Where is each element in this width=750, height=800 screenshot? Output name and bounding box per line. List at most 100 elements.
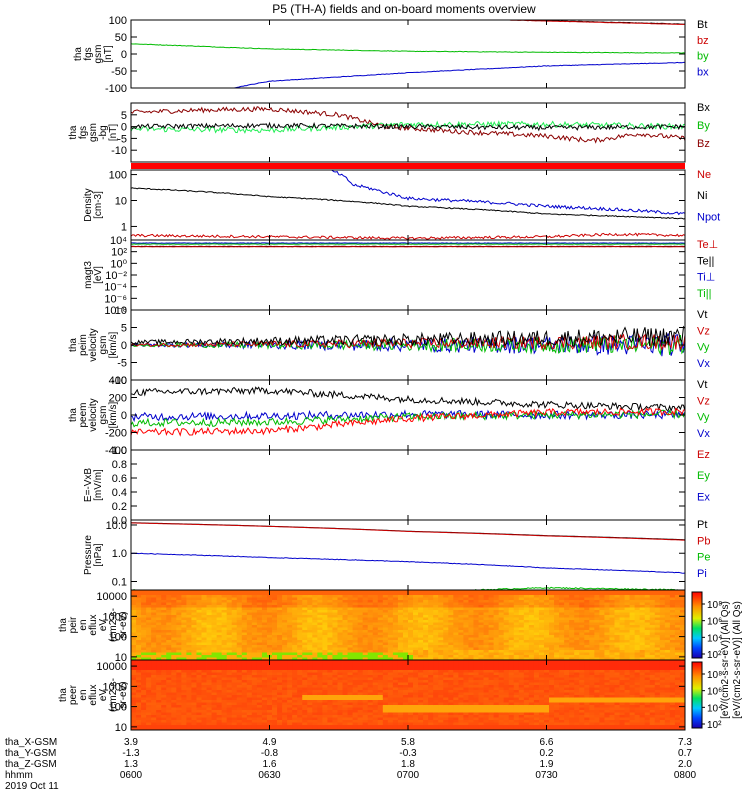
date-label: 2019 Oct 11	[5, 781, 59, 792]
legend-entry: Ex	[697, 491, 710, 503]
x-row-value: 0.7	[678, 748, 692, 759]
y-tick-label: 10⁰	[110, 258, 127, 270]
y-axis-label: [mV/m]	[93, 469, 104, 501]
x-row-label: hhmm	[5, 770, 33, 781]
y-tick-label: 100	[109, 632, 127, 644]
y-axis-label: peer	[68, 684, 79, 705]
colorbar: 10⁸10⁶10⁴10²10⁸10⁶10⁴10²[eV/(cm2-s-sr-eV…	[691, 591, 743, 731]
y-tick-label: 200	[109, 393, 127, 405]
panel-mode_bar	[131, 163, 685, 169]
y-tick-label: 0.6	[112, 473, 127, 485]
colorbar-strip	[691, 591, 703, 659]
legend-entry: Vx	[697, 428, 710, 440]
colorbar-tick: 10⁴	[707, 633, 722, 644]
legend-entry: bz	[697, 35, 709, 47]
y-tick-label: 1.0	[112, 548, 127, 560]
mode-bar	[131, 163, 685, 169]
y-axis-label: Density	[83, 188, 94, 221]
y-tick-label: 10⁻⁴	[104, 282, 127, 294]
y-tick-label: 10000	[96, 661, 127, 673]
y-tick-label: 100	[109, 170, 127, 182]
x-row-value: 1.3	[124, 759, 138, 770]
series-peem_velocity-1	[131, 409, 685, 423]
y-tick-label: -10	[111, 145, 127, 157]
colorbar-tick: 10⁶	[707, 687, 722, 698]
y-axis-label: tha	[68, 408, 79, 422]
y-axis-label: -bg	[98, 125, 109, 139]
legend-entry: Npot	[697, 211, 720, 223]
y-tick-label: -100	[105, 83, 127, 95]
x-row-value: 3.9	[124, 737, 138, 748]
legend-entry: Vt	[697, 379, 707, 391]
y-tick-label: 0	[121, 122, 127, 134]
y-axis-label: gsm	[98, 336, 109, 355]
y-axis-label: eflux	[88, 684, 99, 705]
panel-frame	[130, 102, 686, 163]
x-row-value: -0.3	[399, 748, 417, 759]
colorbar-tick: 10²	[707, 720, 722, 731]
series-peem_velocity-3	[131, 407, 685, 437]
y-tick-label: 100	[109, 15, 127, 27]
legend-entry: Pe	[697, 552, 710, 564]
legend-entry: Te⊥	[697, 239, 718, 251]
peir_spectrogram-image	[131, 590, 685, 660]
series-fgs_gsm-1	[480, 20, 685, 25]
y-axis-label: (cm2-s-	[108, 608, 119, 642]
y-axis-label: magt3	[83, 261, 94, 289]
y-tick-label: 10000	[96, 591, 127, 603]
y-tick-label: 400	[109, 375, 127, 387]
x-row-value: -0.8	[261, 748, 279, 759]
y-axis-label: peim	[78, 334, 89, 356]
colorbar-tick: 10²	[707, 650, 722, 661]
y-tick-label: 100	[109, 702, 127, 714]
legend-entry: Ne	[697, 169, 711, 181]
legend-entry: Te||	[697, 255, 714, 267]
legend-entry: Ti||	[697, 288, 711, 300]
legend-entry: Ni	[697, 190, 707, 202]
x-row-value: 0630	[258, 770, 281, 781]
y-tick-label: 5	[121, 323, 127, 335]
panel-frame	[130, 239, 686, 311]
y-tick-label: 50	[115, 32, 127, 44]
legend-entry: Ey	[697, 470, 710, 482]
series-fgs_gsm_detrended-1	[131, 120, 685, 134]
y-axis-label: velocity	[88, 328, 99, 361]
panel-efield: 1.0 0.8 0.6 0.4 0.2 0.0 E=-VxB [mV/m] Ez Ey Ex	[83, 445, 710, 527]
y-axis-label: gsm	[88, 123, 99, 142]
y-tick-label: 10²	[111, 247, 127, 259]
panel-peir_spectrogram: 10000 1000 100 10 tha peir en eflux eV (cm2-s-sr-…	[58, 589, 686, 664]
panel-peim_velocity: 10 5 0 -5 -10 tha peim velocity gsm [km/s] Vt Vz Vy V…	[68, 305, 710, 387]
y-tick-label: 1000	[103, 611, 127, 623]
y-axis-label: [nT]	[103, 45, 114, 62]
y-axis-label: peir	[68, 616, 79, 633]
y-axis-label: en	[78, 689, 89, 700]
x-row-value: -1.3	[122, 748, 140, 759]
panel-frame	[130, 19, 686, 89]
y-tick-label: 1000	[103, 681, 127, 693]
legend-entry: Vz	[697, 395, 710, 407]
y-tick-label: 5	[121, 110, 127, 122]
series-pressure-1	[131, 522, 685, 541]
x-row-value: 1.8	[401, 759, 415, 770]
y-axis-label: tha	[58, 688, 69, 702]
y-tick-label: -400	[105, 445, 127, 457]
legend-entry: Pt	[697, 519, 707, 531]
y-axis-label: gsm	[93, 45, 104, 64]
colorbar-tick: 10⁶	[707, 617, 722, 628]
y-axis-label: sr-eV)	[118, 681, 129, 708]
panel-fgs_gsm_detrended: 50-5-10 tha fgs gsm -bg [nT] Bx By Bz	[68, 102, 710, 163]
y-axis-label: tha	[73, 47, 84, 61]
series-fgs_gsm_detrended-2	[131, 121, 685, 132]
x-row-value: 5.8	[401, 737, 415, 748]
y-axis-label: [nT]	[108, 124, 119, 141]
series-peim_velocity-3	[131, 325, 685, 348]
x-row-label: tha_Z-GSM	[5, 759, 57, 770]
x-row-label: tha_Y-GSM	[5, 748, 56, 759]
y-axis-label: [km/s]	[108, 401, 119, 428]
legend-entry: Vy	[697, 412, 710, 424]
x-row-value: 0600	[120, 770, 143, 781]
y-axis-label: gsm	[98, 406, 109, 425]
figure-title: P5 (TH-A) fields and on-board moments ov…	[272, 2, 536, 16]
